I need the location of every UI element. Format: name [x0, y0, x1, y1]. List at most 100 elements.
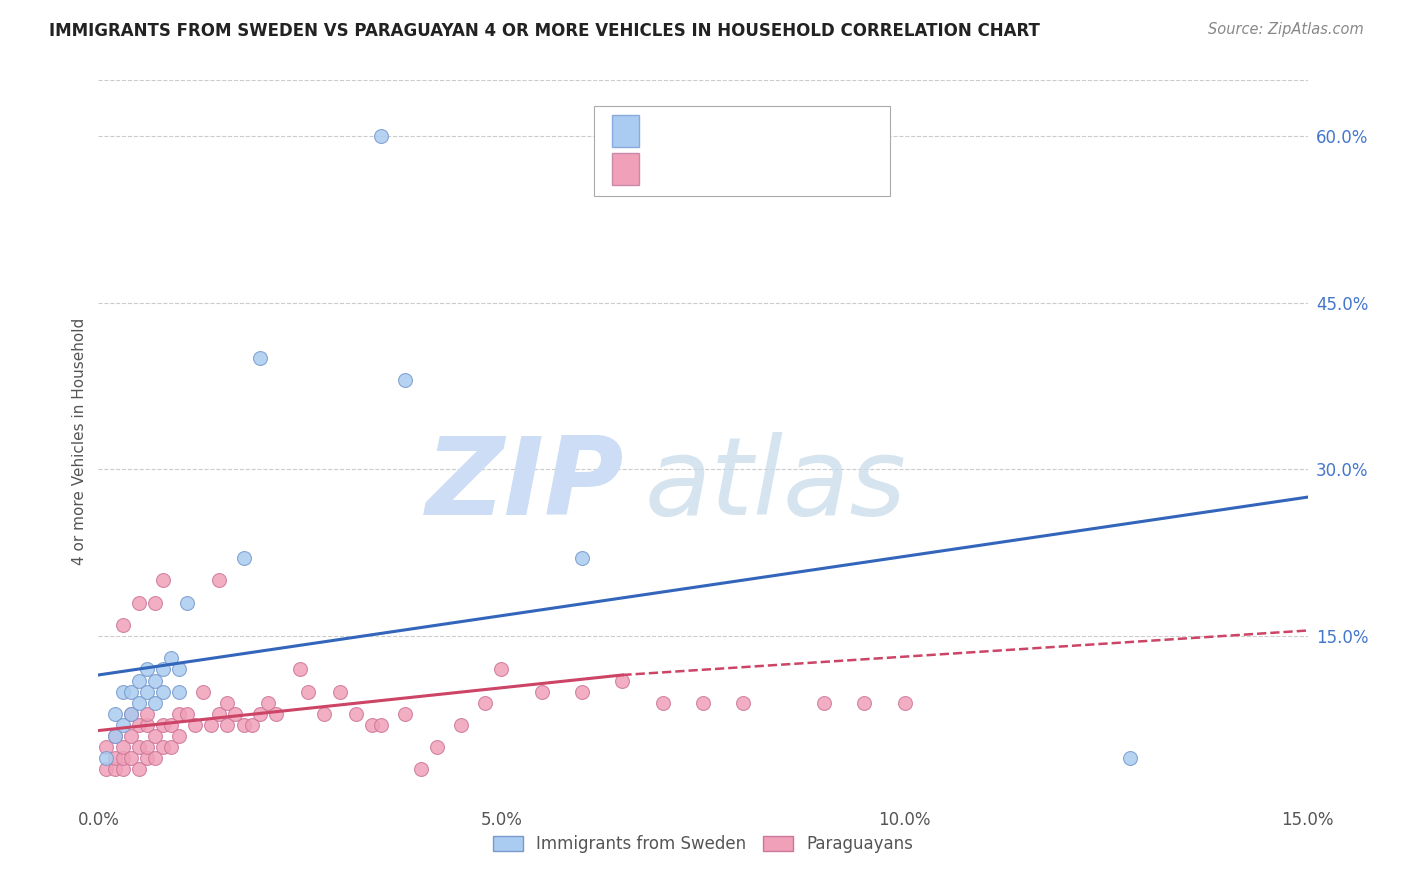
- Point: [193, 684, 215, 698]
- Point: [733, 696, 755, 710]
- Text: ZIP: ZIP: [426, 432, 624, 538]
- Legend: Immigrants from Sweden, Paraguayans: Immigrants from Sweden, Paraguayans: [486, 828, 920, 860]
- Point: [152, 574, 174, 588]
- FancyBboxPatch shape: [595, 105, 890, 196]
- FancyBboxPatch shape: [613, 115, 638, 147]
- Point: [530, 684, 553, 698]
- Point: [217, 696, 239, 710]
- Text: atlas: atlas: [644, 433, 907, 537]
- Point: [120, 706, 142, 721]
- Point: [813, 696, 835, 710]
- Point: [571, 551, 593, 566]
- Point: [184, 718, 207, 732]
- Point: [96, 740, 118, 755]
- Point: [370, 718, 392, 732]
- Point: [96, 763, 118, 777]
- Point: [409, 763, 432, 777]
- Point: [240, 718, 263, 732]
- Point: [128, 696, 150, 710]
- Point: [394, 706, 416, 721]
- Point: [135, 740, 157, 755]
- Point: [232, 551, 254, 566]
- Point: [692, 696, 714, 710]
- Point: [128, 740, 150, 755]
- Point: [111, 751, 134, 765]
- Point: [103, 706, 125, 721]
- Point: [232, 718, 254, 732]
- Point: [103, 751, 125, 765]
- FancyBboxPatch shape: [613, 153, 638, 185]
- Point: [143, 673, 166, 688]
- Point: [612, 673, 634, 688]
- Point: [160, 651, 183, 665]
- Point: [111, 618, 134, 632]
- Point: [103, 763, 125, 777]
- Point: [256, 696, 278, 710]
- Point: [224, 706, 246, 721]
- Point: [167, 729, 190, 743]
- Point: [208, 706, 231, 721]
- Point: [361, 718, 384, 732]
- Point: [111, 763, 134, 777]
- Point: [143, 596, 166, 610]
- Point: [128, 718, 150, 732]
- Point: [370, 128, 392, 143]
- Point: [208, 574, 231, 588]
- Point: [491, 662, 513, 676]
- Point: [143, 696, 166, 710]
- Point: [135, 751, 157, 765]
- Point: [152, 662, 174, 676]
- Point: [893, 696, 915, 710]
- Point: [167, 662, 190, 676]
- Point: [111, 718, 134, 732]
- Point: [474, 696, 496, 710]
- Point: [571, 684, 593, 698]
- Point: [96, 751, 118, 765]
- Point: [329, 684, 352, 698]
- Point: [135, 684, 157, 698]
- Y-axis label: 4 or more Vehicles in Household: 4 or more Vehicles in Household: [72, 318, 87, 566]
- Point: [128, 673, 150, 688]
- Point: [152, 718, 174, 732]
- Point: [651, 696, 673, 710]
- Point: [344, 706, 367, 721]
- Point: [128, 596, 150, 610]
- Point: [128, 763, 150, 777]
- Text: Source: ZipAtlas.com: Source: ZipAtlas.com: [1208, 22, 1364, 37]
- Point: [264, 706, 287, 721]
- Point: [111, 684, 134, 698]
- Text: R =  0.221   N = 26: R = 0.221 N = 26: [651, 122, 814, 140]
- Point: [152, 740, 174, 755]
- Point: [176, 706, 198, 721]
- Point: [217, 718, 239, 732]
- Point: [120, 706, 142, 721]
- Point: [200, 718, 222, 732]
- Point: [160, 718, 183, 732]
- Point: [288, 662, 311, 676]
- Point: [167, 684, 190, 698]
- Point: [120, 684, 142, 698]
- Point: [249, 351, 271, 366]
- Point: [143, 729, 166, 743]
- Point: [152, 684, 174, 698]
- Point: [143, 751, 166, 765]
- Point: [176, 596, 198, 610]
- Point: [450, 718, 472, 732]
- Point: [120, 729, 142, 743]
- Point: [111, 740, 134, 755]
- Point: [1119, 751, 1142, 765]
- Text: IMMIGRANTS FROM SWEDEN VS PARAGUAYAN 4 OR MORE VEHICLES IN HOUSEHOLD CORRELATION: IMMIGRANTS FROM SWEDEN VS PARAGUAYAN 4 O…: [49, 22, 1040, 40]
- Point: [160, 740, 183, 755]
- Point: [103, 729, 125, 743]
- Point: [135, 662, 157, 676]
- Point: [167, 706, 190, 721]
- Point: [249, 706, 271, 721]
- Point: [426, 740, 449, 755]
- Point: [103, 729, 125, 743]
- Point: [314, 706, 336, 721]
- Text: R =  0.206   N = 66: R = 0.206 N = 66: [651, 160, 813, 178]
- Point: [394, 373, 416, 387]
- Point: [120, 751, 142, 765]
- Point: [853, 696, 876, 710]
- Point: [135, 706, 157, 721]
